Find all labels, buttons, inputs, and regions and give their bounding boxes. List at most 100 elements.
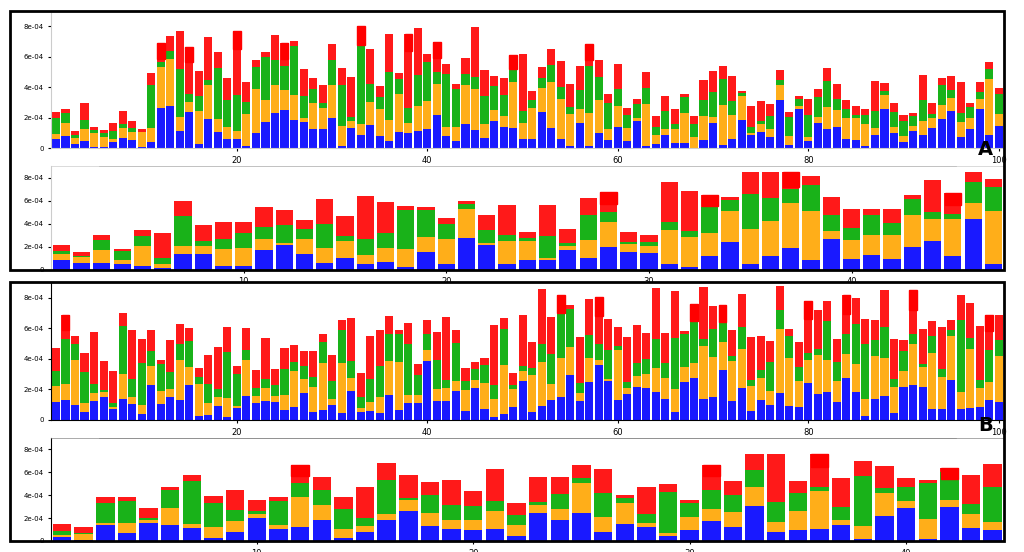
Bar: [309, 103, 317, 129]
Bar: [724, 512, 742, 527]
Bar: [745, 454, 764, 470]
Bar: [924, 219, 941, 241]
Bar: [785, 329, 794, 336]
Bar: [93, 240, 111, 250]
Bar: [519, 238, 536, 241]
Bar: [318, 342, 327, 363]
Bar: [480, 358, 488, 365]
Bar: [924, 213, 941, 219]
Bar: [831, 478, 850, 507]
Bar: [884, 235, 901, 259]
Bar: [775, 85, 783, 100]
Bar: [861, 416, 869, 420]
Bar: [377, 232, 394, 248]
Bar: [757, 124, 765, 132]
Bar: [223, 99, 231, 126]
Bar: [681, 500, 699, 503]
Bar: [881, 95, 889, 109]
Bar: [909, 344, 918, 385]
Bar: [580, 198, 597, 215]
Bar: [823, 360, 831, 392]
Bar: [928, 353, 936, 409]
Bar: [437, 264, 455, 269]
Bar: [119, 326, 127, 374]
Bar: [944, 256, 962, 269]
Bar: [551, 494, 569, 509]
Bar: [376, 86, 384, 97]
Bar: [575, 383, 584, 394]
Bar: [833, 381, 841, 402]
Bar: [166, 51, 174, 59]
Bar: [99, 130, 108, 133]
Bar: [248, 500, 266, 511]
Bar: [214, 52, 222, 68]
Bar: [919, 121, 927, 135]
Bar: [269, 526, 288, 529]
Bar: [404, 344, 413, 395]
Bar: [489, 86, 498, 110]
Bar: [423, 320, 431, 334]
Bar: [195, 96, 203, 111]
Bar: [662, 129, 670, 135]
Bar: [690, 124, 698, 137]
Bar: [134, 266, 151, 269]
Bar: [356, 396, 365, 407]
Bar: [899, 142, 907, 148]
Bar: [433, 360, 441, 389]
Bar: [281, 43, 289, 66]
Bar: [356, 264, 374, 269]
Bar: [814, 349, 822, 355]
Bar: [338, 331, 346, 363]
Bar: [147, 85, 156, 128]
Bar: [367, 125, 375, 148]
Bar: [795, 109, 803, 148]
Bar: [557, 139, 565, 148]
Bar: [660, 264, 678, 269]
Bar: [652, 127, 660, 135]
Bar: [338, 125, 346, 146]
Bar: [547, 317, 555, 354]
Bar: [309, 351, 317, 377]
Bar: [662, 399, 670, 420]
Bar: [185, 328, 194, 341]
Bar: [965, 203, 982, 219]
Bar: [478, 243, 496, 245]
Bar: [956, 82, 965, 113]
Bar: [423, 62, 431, 101]
Bar: [615, 503, 634, 524]
Bar: [271, 369, 280, 385]
Bar: [458, 200, 475, 204]
Bar: [157, 360, 165, 364]
Bar: [928, 114, 936, 119]
Bar: [671, 124, 679, 130]
Bar: [976, 109, 984, 148]
Bar: [615, 524, 634, 541]
Bar: [437, 240, 455, 264]
Bar: [378, 514, 396, 520]
Bar: [724, 527, 742, 541]
Bar: [985, 315, 993, 349]
Bar: [909, 385, 918, 420]
Bar: [551, 477, 569, 494]
Bar: [709, 71, 717, 92]
Bar: [966, 129, 974, 148]
Bar: [248, 518, 266, 541]
Bar: [940, 469, 958, 473]
Bar: [852, 140, 860, 148]
Bar: [309, 412, 317, 420]
Bar: [804, 141, 812, 148]
Bar: [613, 107, 622, 127]
Bar: [976, 380, 984, 388]
Bar: [547, 49, 555, 66]
Bar: [699, 346, 708, 399]
Bar: [147, 366, 156, 385]
Bar: [595, 77, 603, 100]
Bar: [775, 286, 783, 310]
Bar: [699, 80, 708, 100]
Bar: [944, 194, 962, 214]
Bar: [737, 120, 745, 148]
Bar: [404, 108, 413, 123]
Bar: [595, 365, 603, 420]
Bar: [71, 343, 79, 359]
Bar: [134, 236, 151, 246]
